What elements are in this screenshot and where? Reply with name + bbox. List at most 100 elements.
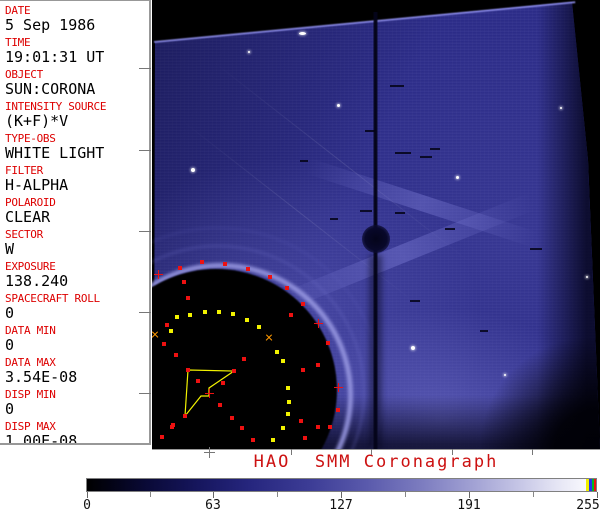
- field-label: FILTER: [5, 164, 43, 177]
- red-marker-dot: [182, 280, 186, 284]
- colorbar-top-band: [589, 479, 592, 491]
- metadata-field-disp-max: DISP MAX 1.00E-08: [0, 420, 149, 445]
- field-value: 5 Sep 1986: [5, 16, 96, 34]
- field-label: TIME: [5, 36, 31, 49]
- dark-dash: [365, 130, 375, 132]
- red-marker-dot: [289, 313, 293, 317]
- metadata-field-spacecraft-roll: SPACECRAFT ROLL 0: [0, 292, 149, 324]
- field-value: W: [5, 240, 15, 258]
- red-marker-dot: [183, 414, 187, 418]
- metadata-field-type-obs: TYPE-OBS WHITE LIGHT: [0, 132, 149, 164]
- yellow-marker-dot: [169, 329, 173, 333]
- dark-dash: [445, 228, 455, 230]
- field-value: WHITE LIGHT: [5, 144, 105, 162]
- red-marker-dot: [196, 379, 200, 383]
- red-cross-marker: [157, 270, 159, 279]
- dark-dash: [420, 156, 432, 158]
- star: [191, 168, 195, 172]
- red-marker-dot: [218, 403, 222, 407]
- field-value: 3.54E-08: [5, 368, 78, 386]
- yellow-marker-dot: [175, 315, 179, 319]
- red-marker-dot: [240, 426, 244, 430]
- red-marker-dot: [246, 267, 250, 271]
- colorbar-tick-label: 63: [205, 498, 221, 513]
- colorbar-tick: [277, 492, 278, 497]
- metadata-field-disp-min: DISP MIN 0: [0, 388, 149, 420]
- field-label: TYPE-OBS: [5, 132, 56, 145]
- field-value: H-ALPHA: [5, 176, 69, 194]
- red-marker-dot: [186, 296, 190, 300]
- red-marker-dot: [328, 425, 332, 429]
- metadata-field-sector: SECTOR W: [0, 228, 149, 260]
- yellow-marker-dot: [257, 325, 261, 329]
- field-value: 138.240: [5, 272, 69, 290]
- star: [411, 346, 415, 350]
- dark-dash: [410, 300, 420, 302]
- metadata-field-filter: FILTER H-ALPHA: [0, 164, 149, 196]
- dark-dash: [300, 160, 308, 162]
- colorbar-top-band: [592, 479, 594, 491]
- yellow-marker-dot: [203, 310, 207, 314]
- field-value: 19:01:31 UT: [5, 48, 105, 66]
- red-marker-dot: [326, 341, 330, 345]
- yellow-marker-dot: [188, 313, 192, 317]
- field-label: SECTOR: [5, 228, 43, 241]
- red-marker-dot: [303, 436, 307, 440]
- red-marker-dot: [301, 368, 305, 372]
- red-cross-marker: [337, 383, 339, 392]
- red-marker-dot: [301, 302, 305, 306]
- colorbar-tick: [87, 492, 88, 498]
- star: [336, 103, 340, 107]
- coronagraph-image: [152, 0, 600, 450]
- dark-dash: [395, 212, 405, 214]
- red-marker-dot: [316, 363, 320, 367]
- yellow-marker-dot: [286, 386, 290, 390]
- yellow-marker-dot: [271, 438, 275, 442]
- field-value: SUN:CORONA: [5, 80, 96, 98]
- metadata-field-polaroid: POLAROID CLEAR: [0, 196, 149, 228]
- colorbar-tick-label: 127: [329, 498, 353, 513]
- metadata-field-data-min: DATA MIN 0: [0, 324, 149, 356]
- field-value: CLEAR: [5, 208, 51, 226]
- field-value: 1.00E-08: [5, 432, 78, 445]
- red-marker-dot: [162, 342, 166, 346]
- red-marker-dot: [285, 286, 289, 290]
- colorbar-tick-label: 255: [576, 498, 600, 513]
- red-marker-dot: [174, 353, 178, 357]
- red-marker-dot: [242, 357, 246, 361]
- dark-dash: [430, 148, 440, 150]
- star: [504, 374, 506, 376]
- star: [298, 31, 306, 35]
- metadata-field-date: DATE 5 Sep 1986: [0, 4, 149, 36]
- colorbar: [86, 478, 597, 492]
- yellow-marker-dot: [286, 412, 290, 416]
- dark-dash: [480, 330, 488, 332]
- red-marker-dot: [251, 438, 255, 442]
- metadata-field-object: OBJECT SUN:CORONA: [0, 68, 149, 100]
- dark-dash: [395, 152, 411, 154]
- yellow-marker-dot: [281, 426, 285, 430]
- red-marker-dot: [221, 381, 225, 385]
- colorbar-top-band: [586, 479, 589, 491]
- field-label: EXPOSURE: [5, 260, 56, 273]
- red-marker-dot: [299, 419, 303, 423]
- colorbar-tick: [597, 492, 598, 498]
- metadata-panel: DATE 5 Sep 1986 TIME 19:01:31 UT OBJECT …: [0, 0, 151, 445]
- yellow-marker-dot: [245, 318, 249, 322]
- red-marker-dot: [200, 260, 204, 264]
- red-marker-dot: [178, 266, 182, 270]
- yellow-marker-dot: [275, 350, 279, 354]
- field-label: OBJECT: [5, 68, 43, 81]
- field-label: DATE: [5, 4, 31, 17]
- colorbar-tick: [533, 492, 534, 497]
- red-cross-marker: [208, 389, 210, 398]
- star: [586, 276, 588, 278]
- colorbar-tick: [341, 492, 342, 498]
- dark-dash: [330, 218, 338, 220]
- yellow-marker-dot: [217, 310, 221, 314]
- red-marker-dot: [232, 369, 236, 373]
- colorbar-tick: [150, 492, 151, 497]
- dark-dash: [390, 85, 404, 87]
- caption-title: HAO SMM Coronagraph: [253, 452, 499, 472]
- red-marker-dot: [165, 323, 169, 327]
